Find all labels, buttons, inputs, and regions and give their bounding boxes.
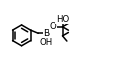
Text: HO: HO [56, 15, 69, 24]
Text: B: B [43, 29, 50, 38]
Text: OH: OH [40, 38, 53, 47]
Text: O: O [50, 22, 56, 31]
